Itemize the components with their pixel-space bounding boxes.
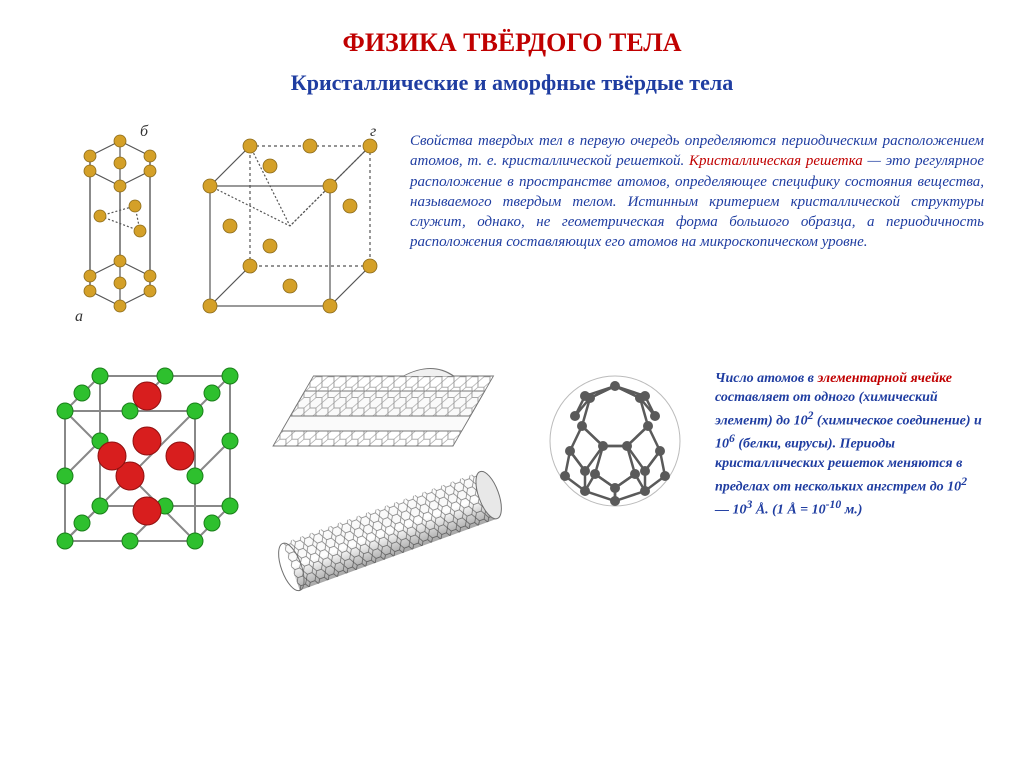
nacl-diagram bbox=[40, 356, 250, 566]
para2-container: Число атомов в элементарной ячейке соста… bbox=[715, 356, 984, 535]
para1: Свойства твердых тел в первую очередь оп… bbox=[410, 131, 984, 253]
bottom-section: Число атомов в элементарной ячейке соста… bbox=[40, 356, 984, 596]
lattice-diagrams: а б bbox=[40, 116, 390, 336]
para1-term: Кристаллическая решетка bbox=[689, 153, 863, 169]
para2: Число атомов в элементарной ячейке соста… bbox=[715, 370, 984, 521]
p2-sup5: -10 bbox=[826, 498, 842, 511]
p2-s6: Å. (1 Å = 10 bbox=[752, 503, 825, 518]
p2-s4: (белки, вирусы). Периоды кристаллических… bbox=[715, 437, 962, 494]
graphene-nanotube bbox=[265, 356, 515, 596]
p2-s1: Число атомов в bbox=[715, 371, 817, 386]
nanotube bbox=[265, 466, 515, 596]
graphene-sheets bbox=[265, 356, 515, 456]
hcp-label-b: б bbox=[140, 123, 149, 140]
para1-container: Свойства твердых тел в первую очередь оп… bbox=[410, 116, 984, 336]
p2-s5: — 10 bbox=[715, 503, 747, 518]
p2-sup3: 2 bbox=[961, 475, 967, 488]
main-title: ФИЗИКА ТВЁРДОГО ТЕЛА bbox=[40, 28, 984, 58]
fullerene bbox=[530, 356, 700, 526]
hcp-label-a: а bbox=[75, 308, 83, 325]
fcc-label-g: г bbox=[370, 123, 376, 140]
sub-title: Кристаллические и аморфные твёрдые тела bbox=[40, 70, 984, 96]
top-section: а б bbox=[40, 116, 984, 336]
p2-t1: элементарной ячейке bbox=[817, 371, 952, 386]
hcp-fcc-diagram: а б bbox=[40, 116, 390, 336]
p2-s7: м.) bbox=[841, 503, 862, 518]
